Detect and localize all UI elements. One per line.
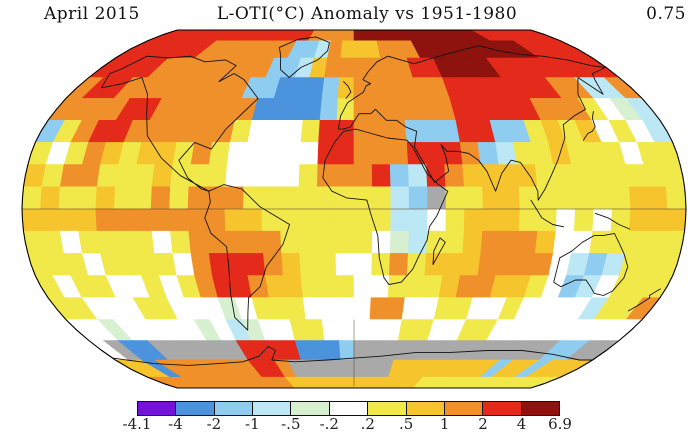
global-mean-value: 0.75	[646, 4, 686, 24]
colorbar-tick-label: 6.9	[548, 415, 572, 433]
colorbar-segment	[444, 402, 484, 415]
colorbar-segment	[368, 402, 407, 415]
colorbar-segment	[214, 402, 254, 415]
colorbar-segment	[521, 402, 559, 415]
world-anomaly-map	[21, 29, 687, 389]
map-outline	[21, 29, 687, 389]
colorbar-segment	[176, 402, 215, 415]
date-label: April 2015	[44, 4, 140, 24]
colorbar-tick-label: -.2	[319, 415, 339, 433]
colorbar	[137, 401, 560, 416]
coastlines	[100, 36, 661, 366]
graticule-lines	[22, 208, 686, 387]
colorbar-segment	[406, 402, 445, 415]
colorbar-tick-label: 4	[516, 415, 527, 433]
colorbar-tick-label: .5	[399, 415, 414, 433]
colorbar-tick-label: -2	[206, 415, 222, 433]
colorbar-tick-label: 1	[439, 415, 450, 433]
colorbar-tick-label: -1	[245, 415, 260, 433]
colorbar-tick-label: -4	[168, 415, 183, 433]
colorbar-segment	[138, 402, 177, 415]
colorbar-segment	[483, 402, 522, 415]
colorbar-tick-label: 2	[478, 415, 488, 433]
colorbar-segment	[329, 402, 369, 415]
colorbar-tick-label: .2	[360, 415, 375, 433]
colorbar-tick-label: -4.1	[122, 415, 152, 433]
anomaly-grid	[22, 30, 686, 388]
colorbar-segment	[253, 402, 292, 415]
colorbar-tick-label: -.5	[281, 415, 301, 433]
map-title: L-OTI(°C) Anomaly vs 1951-1980	[216, 4, 518, 24]
colorbar-segment	[291, 402, 330, 415]
colorbar-tick-labels: -4.1 -4 -2 -1 -.5 -.2 .2 .5 1 2 4 6.9	[0, 415, 690, 433]
